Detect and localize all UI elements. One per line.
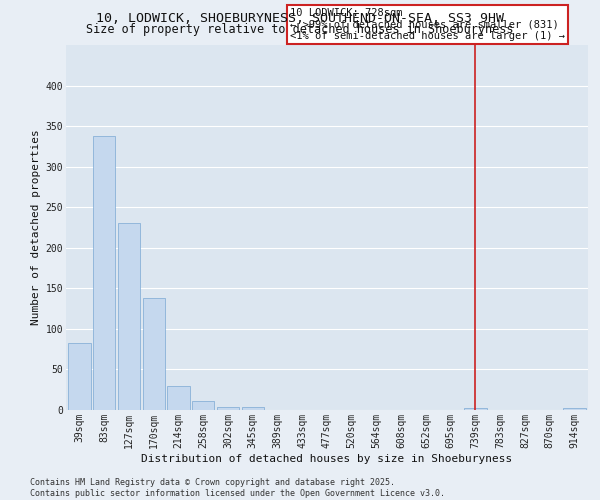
Bar (68, 342, 91, 410)
Bar (217, 407, 239, 410)
Text: 10 LODWICK: 728sqm
← >99% of detached houses are smaller (831)
<1% of semi-detac: 10 LODWICK: 728sqm ← >99% of detached ho… (290, 8, 565, 41)
Bar (167, 386, 190, 410)
Bar (242, 407, 264, 410)
Text: 10, LODWICK, SHOEBURYNESS, SOUTHEND-ON-SEA, SS3 9HW: 10, LODWICK, SHOEBURYNESS, SOUTHEND-ON-S… (96, 12, 504, 24)
Text: Contains HM Land Registry data © Crown copyright and database right 2025.
Contai: Contains HM Land Registry data © Crown c… (30, 478, 445, 498)
Bar (143, 298, 165, 410)
Bar (93, 136, 115, 410)
Bar (192, 401, 214, 410)
Y-axis label: Number of detached properties: Number of detached properties (31, 130, 41, 326)
Bar (464, 408, 487, 410)
X-axis label: Distribution of detached houses by size in Shoeburyness: Distribution of detached houses by size … (142, 454, 512, 464)
Bar (563, 408, 586, 410)
Text: Size of property relative to detached houses in Shoeburyness: Size of property relative to detached ho… (86, 22, 514, 36)
Bar (118, 224, 140, 410)
